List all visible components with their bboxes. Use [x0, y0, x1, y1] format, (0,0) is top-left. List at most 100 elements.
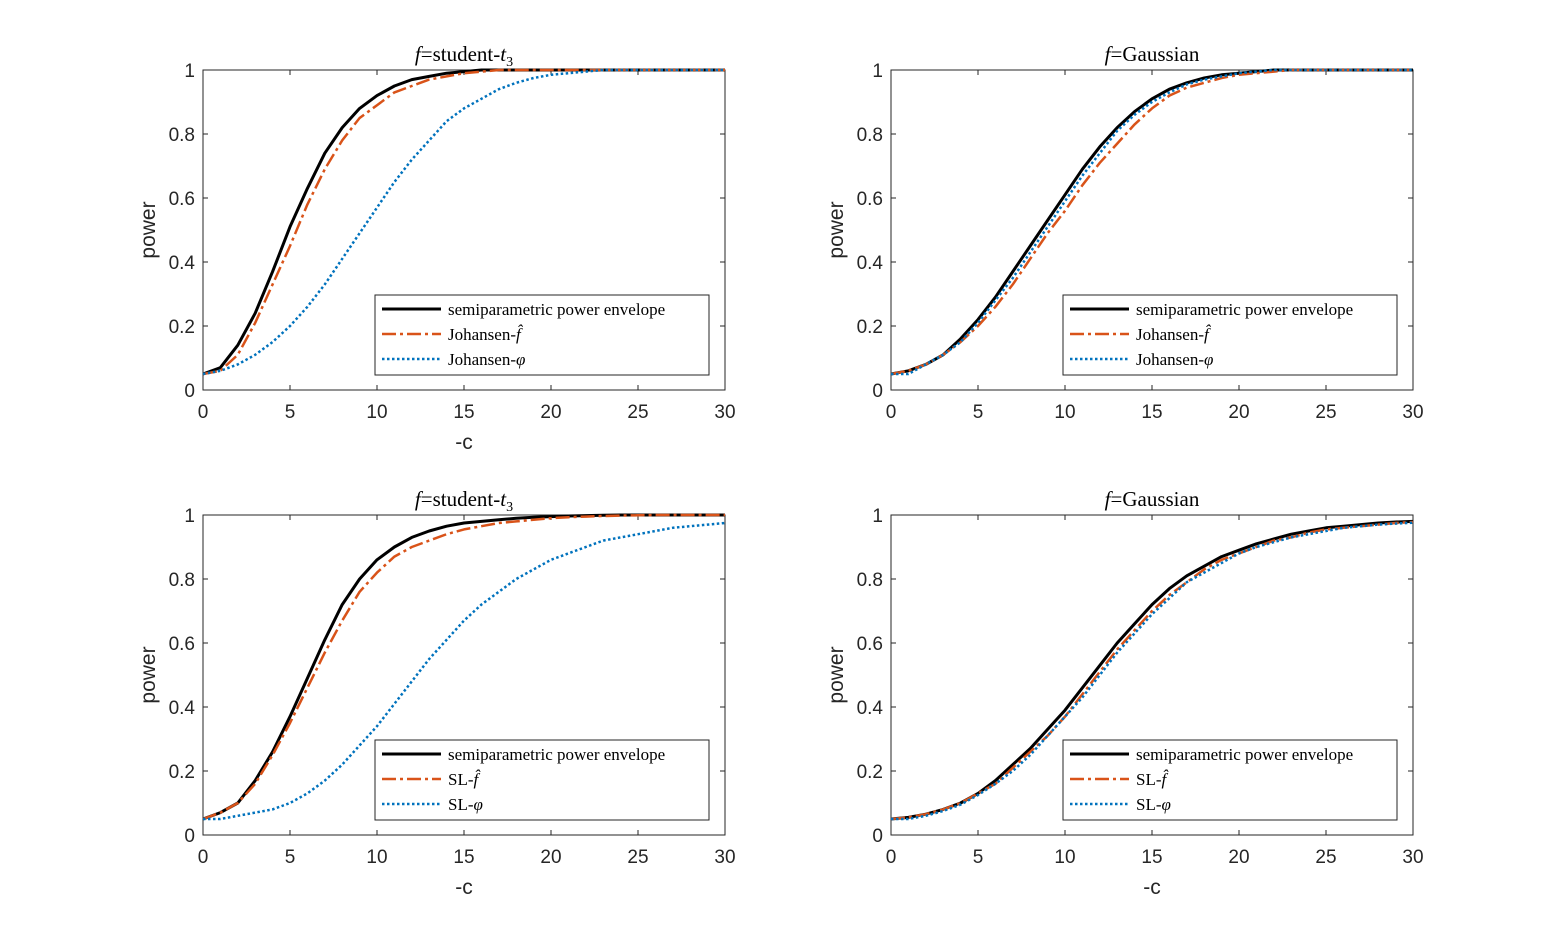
series-line-3 — [891, 521, 1414, 821]
x-tick-label: 25 — [627, 402, 648, 423]
x-tick-label: 30 — [714, 847, 735, 868]
legend-label-3: Johansen-φ — [448, 350, 525, 369]
y-tick-label: 0 — [872, 381, 883, 402]
y-tick-label: 1 — [872, 506, 883, 527]
y-axis-label: power — [137, 646, 160, 703]
legend-label-3: Johansen-φ — [1136, 350, 1213, 369]
legend-label-2: SL-f̂ — [1136, 769, 1169, 789]
y-tick-label: 0.4 — [169, 253, 196, 274]
y-tick-label: 0.4 — [169, 698, 196, 719]
x-tick-label: 30 — [1402, 402, 1423, 423]
x-tick-label: 0 — [198, 847, 209, 868]
title-dist-variable: t — [500, 487, 507, 511]
title-dist-variable: t — [500, 42, 507, 66]
legend-label-3: SL-φ — [1136, 795, 1171, 814]
x-tick-label: 25 — [1315, 402, 1336, 423]
series-line-2 — [202, 68, 725, 376]
x-tick-label: 25 — [627, 847, 648, 868]
x-tick-label: 5 — [973, 847, 984, 868]
legend: semiparametric power envelope SL-f̂ SL-φ — [374, 739, 710, 821]
title-variable: f — [1105, 42, 1114, 66]
x-tick-label: 0 — [886, 402, 897, 423]
title-text: =Gaussian — [1111, 42, 1200, 66]
x-tick-label: 15 — [1141, 847, 1162, 868]
y-tick-label: 0.6 — [857, 189, 883, 210]
y-tick-label: 0.4 — [857, 253, 884, 274]
legend-label-2: Johansen-f̂ — [448, 324, 524, 344]
x-tick-label: 15 — [453, 402, 474, 423]
x-tick-label: 5 — [973, 402, 984, 423]
x-axis-label: -c — [455, 876, 473, 899]
y-tick-label: 1 — [872, 61, 883, 82]
x-tick-label: 15 — [453, 847, 474, 868]
series-line-1 — [890, 519, 1414, 821]
legend-label-1: semiparametric power envelope — [448, 745, 665, 764]
legend-label-3: SL-φ — [448, 795, 483, 814]
chart-panel-4: 0 5 10 15 20 25 30 0 0.2 0.4 0.6 0.8 1 -c power f=Gauss… — [825, 487, 1424, 899]
y-tick-label: 0.2 — [857, 317, 883, 338]
y-tick-label: 0.2 — [169, 762, 195, 783]
title-text: =Gaussian — [1111, 487, 1200, 511]
title-variable: f — [1105, 487, 1114, 511]
x-tick-label: 5 — [285, 847, 296, 868]
y-tick-label: 0 — [872, 826, 883, 847]
title-variable: f — [415, 487, 424, 511]
y-tick-label: 0.8 — [857, 570, 883, 591]
legend: semiparametric power envelope Johansen-f̂… — [1062, 294, 1398, 376]
x-tick-label: 20 — [1228, 402, 1249, 423]
legend-label-2: Johansen-f̂ — [1136, 324, 1212, 344]
x-tick-label: 10 — [1054, 402, 1075, 423]
y-tick-label: 0 — [184, 826, 195, 847]
title-text: =student- — [421, 487, 501, 511]
x-tick-label: 5 — [285, 402, 296, 423]
series-line-3 — [891, 68, 1413, 376]
y-axis-label: power — [825, 646, 848, 703]
legend-label-1: semiparametric power envelope — [1136, 745, 1353, 764]
y-tick-label: 0.8 — [857, 125, 883, 146]
y-tick-label: 0.6 — [169, 634, 195, 655]
x-axis-label: -c — [1143, 876, 1161, 899]
chart-panel-2: 0 5 10 15 20 25 30 0 0.2 0.4 0.6 0.8 1 power f=Gaussia… — [825, 42, 1424, 423]
y-axis-label: power — [137, 201, 160, 258]
series-line-3 — [203, 521, 726, 821]
y-tick-label: 0.6 — [857, 634, 883, 655]
chart-panel-3: 0 5 10 15 20 25 30 0 0.2 0.4 0.6 0.8 1 -c power f=stude… — [137, 487, 736, 899]
x-axis-label: -c — [455, 431, 473, 454]
legend-label-1: semiparametric power envelope — [1136, 300, 1353, 319]
series-line-3 — [202, 68, 725, 376]
x-tick-label: 30 — [714, 402, 735, 423]
chart-title: f=student-t3 — [415, 42, 513, 70]
series-line-2 — [202, 513, 725, 821]
legend-label-1: semiparametric power envelope — [448, 300, 665, 319]
x-tick-label: 10 — [366, 402, 387, 423]
title-variable: f — [415, 42, 424, 66]
y-axis-label: power — [825, 201, 848, 258]
y-tick-label: 1 — [184, 61, 195, 82]
series-line-2 — [890, 520, 1414, 821]
y-tick-label: 0.2 — [857, 762, 883, 783]
x-tick-label: 0 — [198, 402, 209, 423]
x-tick-label: 10 — [1054, 847, 1075, 868]
chart-title: f=Gaussian — [1105, 42, 1200, 66]
x-tick-label: 20 — [1228, 847, 1249, 868]
x-tick-label: 20 — [540, 402, 561, 423]
x-tick-label: 20 — [540, 847, 561, 868]
x-tick-label: 25 — [1315, 847, 1336, 868]
x-tick-label: 30 — [1402, 847, 1423, 868]
y-tick-label: 0.4 — [857, 698, 884, 719]
x-tick-label: 10 — [366, 847, 387, 868]
title-subscript: 3 — [506, 55, 513, 70]
y-tick-label: 0 — [184, 381, 195, 402]
legend: semiparametric power envelope SL-f̂ SL-φ — [1062, 739, 1398, 821]
title-text: =student- — [421, 42, 501, 66]
chart-title: f=student-t3 — [415, 487, 513, 515]
title-subscript: 3 — [506, 500, 513, 515]
legend-label-2: SL-f̂ — [448, 769, 481, 789]
y-tick-label: 0.6 — [169, 189, 195, 210]
chart-title: f=Gaussian — [1105, 487, 1200, 511]
x-tick-label: 15 — [1141, 402, 1162, 423]
legend: semiparametric power envelope Johansen-f̂… — [374, 294, 710, 376]
y-tick-label: 0.2 — [169, 317, 195, 338]
chart-panel-1: 0 5 10 15 20 25 30 0 0.2 0.4 0.6 0.8 1 -c power f=stude… — [137, 42, 736, 454]
